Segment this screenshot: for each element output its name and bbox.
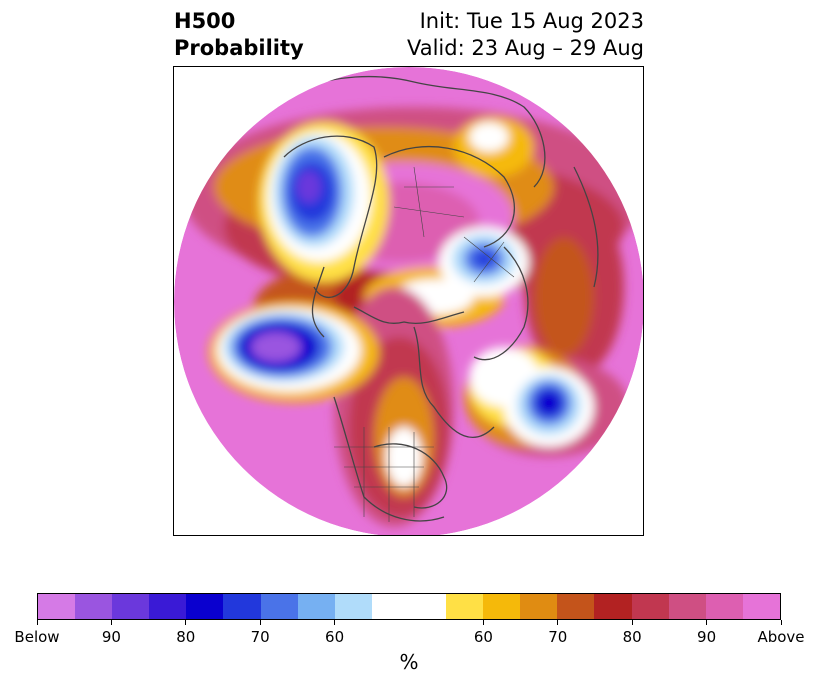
probability-field — [184, 107, 643, 527]
colorbar-tick-mark — [482, 620, 484, 625]
colorbar-above-bin — [446, 594, 484, 619]
init-date-label: Init: Tue 15 Aug 2023 — [419, 9, 644, 33]
colorbar-above-bin — [631, 594, 669, 619]
colorbar-tick-mark — [36, 620, 38, 625]
title-line-product: Probability — [174, 36, 304, 60]
colorbar-below-bin — [149, 594, 187, 619]
colorbar-tick-label: Above — [757, 628, 805, 646]
colorbar-above-bin — [557, 594, 595, 619]
colorbar-above-bin — [742, 594, 780, 619]
colorbar-tick-mark — [706, 620, 708, 625]
colorbar-tick-label: 70 — [548, 628, 568, 646]
map-title-left: H500 Probability — [174, 8, 304, 62]
colorbar-unit-label: % — [399, 650, 419, 674]
colorbar-tick-mark — [780, 620, 782, 625]
colorbar-neutral-bin — [371, 594, 447, 619]
colorbar-above-bin — [483, 594, 521, 619]
colorbar-below-bin — [186, 594, 224, 619]
colorbar-tick-label: 90 — [697, 628, 717, 646]
colorbar-tick-mark — [557, 620, 559, 625]
polar-map — [174, 67, 643, 535]
political-borders — [334, 166, 515, 522]
colorbar-tick-mark — [631, 620, 633, 625]
map-panel — [173, 66, 644, 536]
colorbar-above-bin — [594, 594, 632, 619]
colorbar-above-bin — [668, 594, 706, 619]
colorbar-above-bin — [520, 594, 558, 619]
valid-range-label: Valid: 23 Aug – 29 Aug — [406, 36, 644, 60]
colorbar — [37, 593, 781, 620]
coastlines — [283, 75, 599, 522]
colorbar-below-bin — [334, 594, 372, 619]
colorbar-below-bin — [38, 594, 76, 619]
colorbar-below-bin — [260, 594, 298, 619]
colorbar-tick-label: 70 — [250, 628, 270, 646]
title-line-variable: H500 — [174, 9, 236, 33]
colorbar-above-bin — [705, 594, 743, 619]
colorbar-tick-label: 80 — [176, 628, 196, 646]
colorbar-tick-label: Below — [14, 628, 60, 646]
colorbar-below-bin — [223, 594, 261, 619]
colorbar-tick-mark — [110, 620, 112, 625]
colorbar-tick-mark — [259, 620, 261, 625]
colorbar-tick-label: 60 — [473, 628, 493, 646]
map-title-right: Init: Tue 15 Aug 2023 Valid: 23 Aug – 29… — [407, 8, 644, 62]
colorbar-below-bin — [297, 594, 335, 619]
colorbar-below-bin — [75, 594, 113, 619]
colorbar-tick-mark — [185, 620, 187, 625]
colorbar-tick-label: 60 — [325, 628, 345, 646]
colorbar-below-bin — [112, 594, 150, 619]
colorbar-tick-label: 90 — [101, 628, 121, 646]
colorbar-tick-mark — [334, 620, 336, 625]
colorbar-tick-label: 80 — [622, 628, 642, 646]
